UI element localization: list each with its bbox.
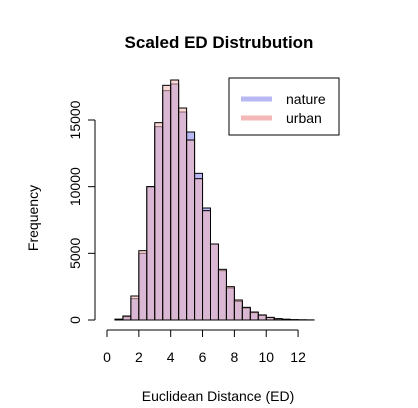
y-axis-label: Frequency (25, 185, 41, 251)
y-tick-label-3: 15000 (67, 100, 83, 139)
x-axis-ticks: 0 2 4 6 8 10 12 (103, 330, 306, 365)
x-tick-label-3: 6 (199, 349, 207, 365)
x-tick-label-2: 4 (167, 349, 175, 365)
bar-urban-11 (202, 210, 211, 321)
bar-urban-1 (122, 315, 132, 321)
x-tick-label-0: 0 (103, 349, 111, 365)
bar-urban-4 (146, 186, 156, 321)
bar-urban-6 (162, 84, 172, 321)
bar-urban-10 (194, 178, 204, 321)
legend-box (228, 77, 340, 136)
x-tick-label-4: 8 (230, 349, 238, 365)
bar-urban-17 (249, 311, 259, 321)
x-tick-label-5: 10 (258, 349, 274, 365)
legend-label-nature: nature (286, 91, 326, 107)
x-tick-label-1: 2 (135, 349, 143, 365)
chart-title: Scaled ED Distrubution (125, 33, 314, 52)
bar-urban-16 (241, 306, 251, 321)
bar-urban-2 (130, 295, 140, 321)
bar-urban-9 (186, 139, 196, 321)
bar-urban-20 (273, 318, 283, 321)
x-tick-label-6: 12 (290, 349, 306, 365)
bar-urban-18 (257, 314, 267, 321)
bar-urban-0 (114, 318, 124, 321)
bar-urban-15 (233, 299, 243, 321)
bar-urban-8 (178, 107, 188, 321)
bar-urban-19 (265, 316, 275, 321)
bar-urban-5 (154, 122, 164, 321)
bar-urban-12 (210, 243, 219, 321)
y-tick-label-0: 0 (67, 316, 83, 324)
bar-urban-14 (225, 286, 235, 321)
series-urban (114, 79, 315, 321)
y-tick-label-1: 5000 (67, 238, 83, 269)
y-tick-label-2: 10000 (67, 167, 83, 206)
bars-layer (114, 79, 315, 321)
bar-urban-7 (170, 79, 180, 321)
x-axis-label: Euclidean Distance (ED) (142, 388, 295, 404)
bar-urban-13 (217, 268, 227, 321)
y-axis-ticks: 0 5000 10000 15000 (67, 100, 95, 324)
bar-urban-21 (281, 318, 291, 321)
legend: nature urban (228, 77, 340, 136)
legend-label-urban: urban (286, 110, 322, 126)
bar-urban-3 (138, 250, 148, 321)
